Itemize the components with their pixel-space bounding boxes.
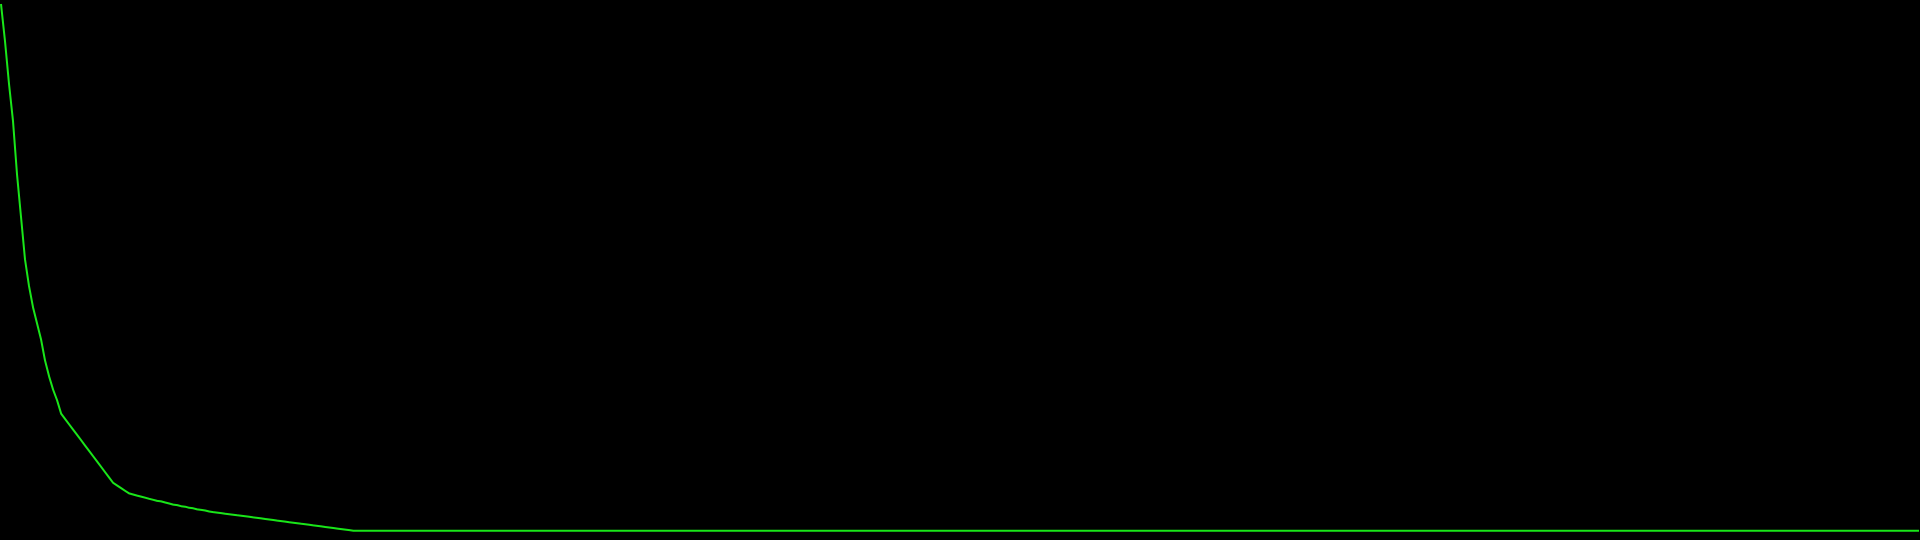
series-line-0 (0, 3, 1919, 532)
series-layer (0, 3, 1919, 532)
